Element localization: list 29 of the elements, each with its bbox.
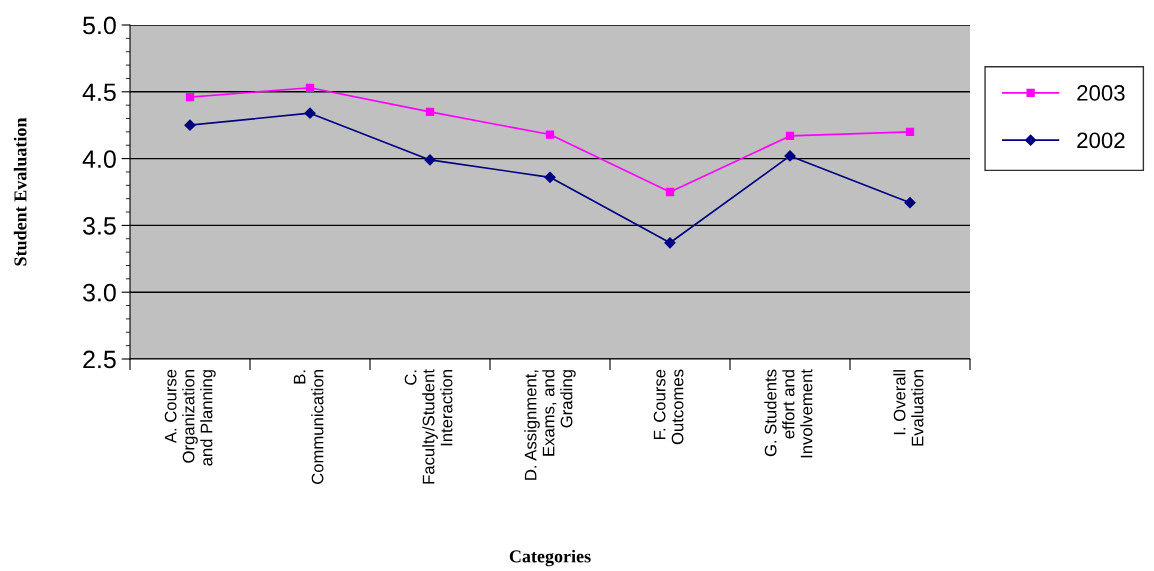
point: [664, 237, 676, 249]
point: [545, 130, 555, 139]
y-tick-label: 5.0: [83, 16, 116, 35]
x-tick-label: A. Course Organization and Planning: [164, 369, 216, 466]
x-tick-label: G. Students effort and Involvement: [764, 369, 813, 458]
point: [425, 107, 435, 117]
x-tick-label: F. Course Outcomes: [653, 369, 684, 445]
point: [184, 119, 196, 131]
x-tick-label: C. Faculty/Student Interaction: [404, 369, 453, 484]
point: [904, 197, 916, 209]
point: [185, 92, 195, 102]
point: [305, 83, 315, 92]
point: [544, 171, 556, 183]
legend-label: 2002: [1077, 132, 1125, 149]
legend-label: 2003: [1077, 85, 1125, 101]
y-tick-label: 3.5: [83, 217, 116, 235]
point: [905, 127, 915, 137]
x-axis-title: Categories: [509, 549, 591, 567]
x-tick-label: D. Assignment, Exams, and Grading: [524, 370, 576, 480]
y-tick-label: 3.0: [83, 283, 116, 302]
x-tick-label: I. Overall Evaluation: [893, 370, 924, 446]
x-tick-label: B. Communication: [293, 370, 324, 484]
y-tick-label: 4.0: [82, 150, 116, 168]
point: [304, 107, 316, 119]
point: [665, 187, 675, 197]
point: [785, 131, 795, 141]
y-tick-label: 2.5: [83, 350, 116, 369]
y-axis-title: Student Evaluation: [13, 117, 27, 266]
y-tick-label: 4.5: [82, 83, 116, 102]
